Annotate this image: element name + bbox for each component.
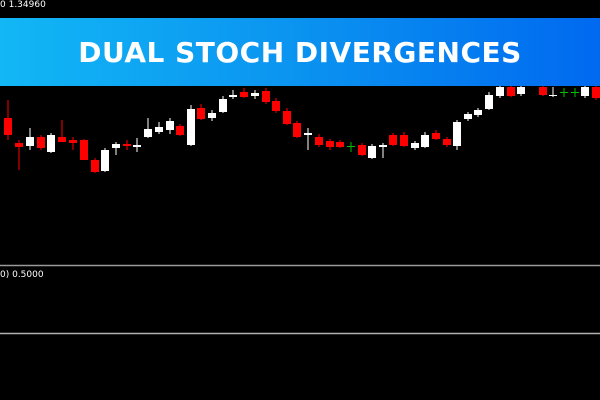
candle-body <box>517 87 525 94</box>
candle-body <box>358 145 366 155</box>
candle-body <box>443 139 451 145</box>
candle-body <box>474 110 482 115</box>
candle-body <box>485 95 493 109</box>
candle-body <box>197 108 205 119</box>
candle-body <box>112 144 120 148</box>
candle-body <box>229 95 237 97</box>
candle-body <box>251 93 259 96</box>
candle-body <box>144 129 152 137</box>
candle-body <box>176 126 184 135</box>
candle-body <box>166 121 174 130</box>
candle-body <box>283 111 291 124</box>
candle-body <box>389 135 397 145</box>
candle-body <box>15 143 23 147</box>
candle-body <box>432 133 440 139</box>
candle-body <box>496 87 504 96</box>
candle-body <box>80 140 88 160</box>
candle-body <box>262 91 270 102</box>
candle-body <box>336 142 344 147</box>
candle-body <box>208 113 216 118</box>
candle-body <box>133 145 141 147</box>
candle-body <box>411 143 419 148</box>
candle-body <box>69 140 77 143</box>
candle-body <box>37 137 45 148</box>
candle-body <box>539 87 547 95</box>
candle-body <box>219 99 227 112</box>
candle-body <box>347 146 355 147</box>
candle-body <box>304 133 312 135</box>
candle-body <box>272 101 280 111</box>
candle-body <box>47 135 55 152</box>
candle-body <box>560 92 568 93</box>
price-label: 0 1.34960 <box>0 0 46 10</box>
candle-body <box>293 123 301 137</box>
candle-body <box>26 137 34 146</box>
candle-body <box>453 122 461 146</box>
candle-body <box>368 146 376 158</box>
candle-body <box>4 118 12 135</box>
candle-body <box>421 135 429 147</box>
candle-body <box>326 141 334 147</box>
candle-body <box>58 137 66 142</box>
level-label: 0) 0.5000 <box>0 270 44 280</box>
title: DUAL STOCH DIVERGENCES <box>78 35 522 69</box>
candle-body <box>592 87 600 98</box>
candle-body <box>571 92 579 93</box>
candle-body <box>101 150 109 171</box>
candle-body <box>581 87 589 96</box>
candle-body <box>91 160 99 172</box>
candle-body <box>379 145 387 147</box>
candle-body <box>400 135 408 146</box>
candle-body <box>123 144 131 146</box>
candle-body <box>187 109 195 145</box>
title-banner: DUAL STOCH DIVERGENCES <box>0 18 600 86</box>
candle-body <box>507 87 515 96</box>
candle-body <box>315 137 323 145</box>
candle-body <box>155 127 163 132</box>
candle-body <box>240 92 248 97</box>
candle-body <box>549 95 557 96</box>
candle-body <box>464 114 472 119</box>
